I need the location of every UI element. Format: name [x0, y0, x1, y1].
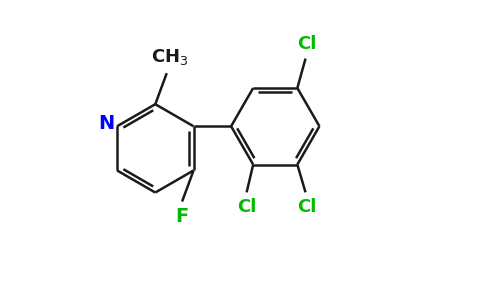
Text: Cl: Cl — [237, 198, 257, 216]
Text: CH$_3$: CH$_3$ — [151, 47, 189, 67]
Text: Cl: Cl — [298, 35, 317, 53]
Text: N: N — [98, 114, 114, 133]
Text: F: F — [176, 207, 189, 226]
Text: Cl: Cl — [298, 198, 317, 216]
